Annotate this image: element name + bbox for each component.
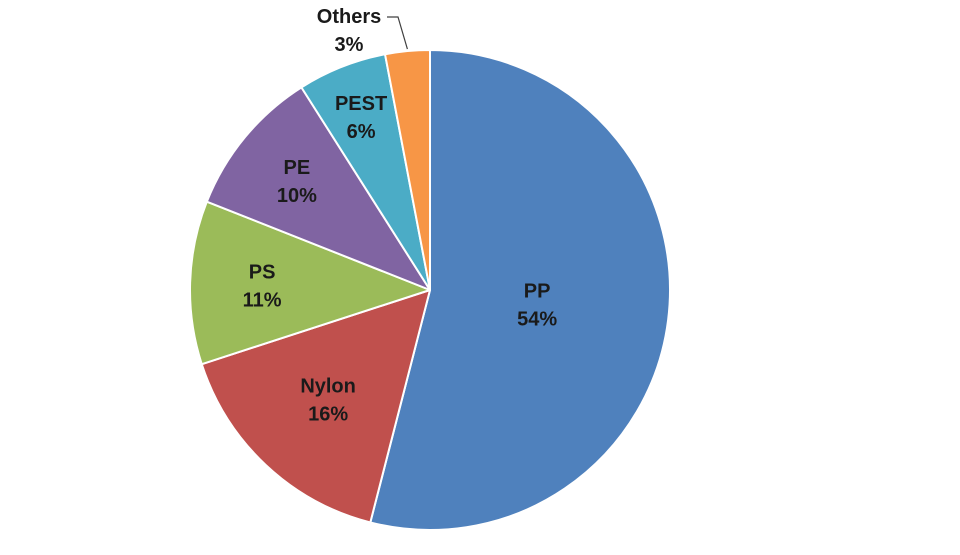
- slice-value-pest: 6%: [347, 121, 376, 143]
- slice-label-others: Others: [317, 6, 381, 28]
- pie-slice-others: [384, 49, 431, 291]
- pie-slice-pe: [205, 86, 431, 291]
- leader-lines: [387, 16, 408, 50]
- slice-value-ps: 11%: [243, 290, 282, 312]
- slice-value-nylon: 16%: [308, 404, 348, 426]
- slice-label-nylon: Nylon: [300, 376, 356, 398]
- pie-slice-nylon: [200, 289, 431, 524]
- pie-slices: [189, 49, 671, 531]
- slice-value-others: 3%: [335, 34, 364, 56]
- slice-label-pest: PEST: [335, 93, 387, 115]
- slice-value-pp: 54%: [517, 309, 557, 331]
- slice-label-ps: PS: [249, 262, 276, 284]
- leader-line-others: [387, 16, 408, 50]
- slice-value-pe: 10%: [277, 185, 317, 207]
- pie-slice-pp: [369, 49, 671, 531]
- slice-label-pp: PP: [524, 281, 551, 303]
- slice-label-pe: PE: [284, 157, 311, 179]
- data-labels: PP 54% Nylon 16% PS 11% PE 10% PEST 6% Others 3%: [243, 6, 558, 426]
- pie-slice-ps: [189, 200, 431, 366]
